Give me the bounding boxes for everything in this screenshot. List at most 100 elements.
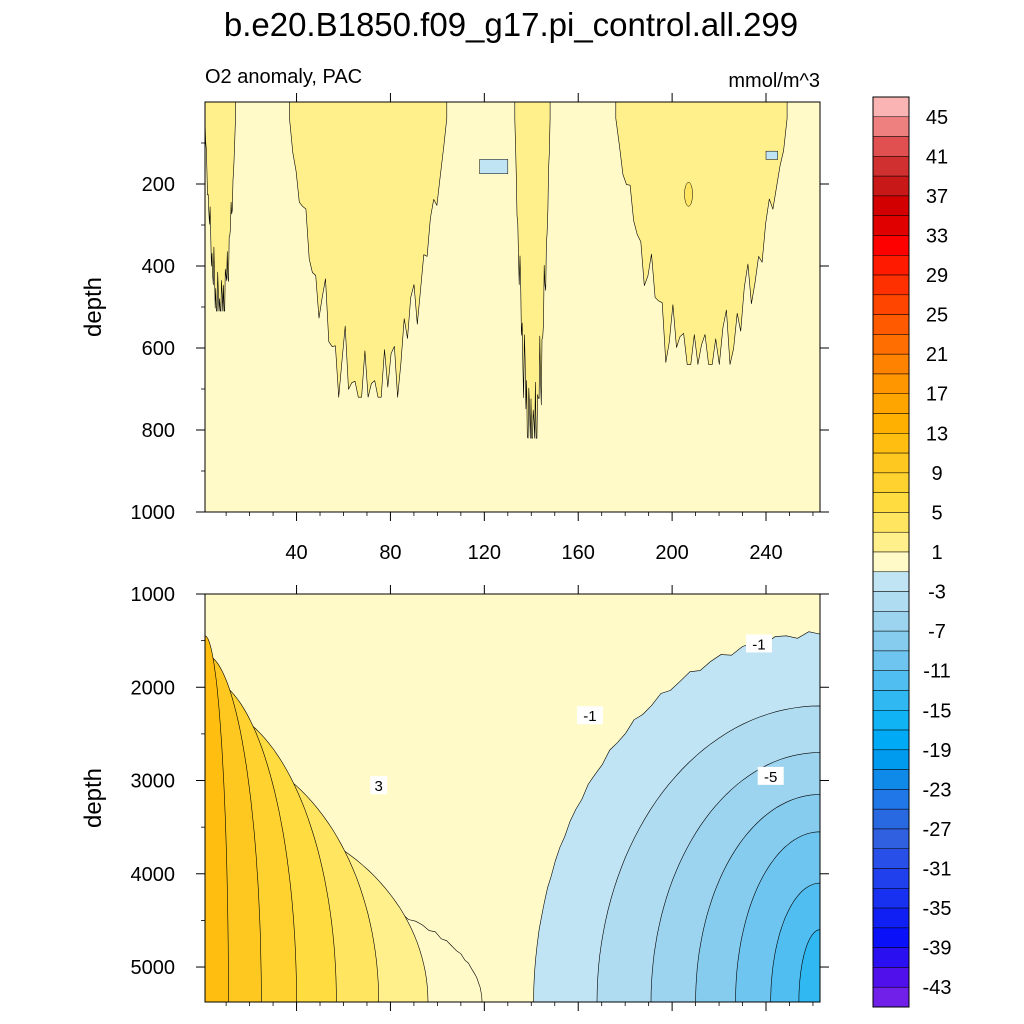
colorbar-swatch: [872, 452, 910, 474]
colorbar-swatch: [872, 611, 910, 632]
colorbar-tick-label: 13: [926, 423, 948, 445]
variable-label: O2 anomaly, PAC: [205, 66, 362, 88]
upper-x-tick-label: 200: [655, 542, 688, 564]
colorbar-tick-label: -43: [923, 977, 952, 999]
colorbar-tick-label: 5: [931, 502, 942, 524]
colorbar-swatch: [872, 670, 910, 691]
upper-y-tick-label: 800: [142, 420, 175, 442]
colorbar-swatch: [872, 512, 910, 533]
upper-x-tick-label: 40: [285, 542, 307, 564]
upper-negative-pocket-2: [765, 150, 778, 160]
contour-label-box: [745, 634, 772, 653]
colorbar-tick-label: -27: [923, 819, 952, 841]
upper-tongue-140: [514, 101, 551, 439]
upper-y-tick-label: 200: [142, 174, 175, 196]
colorbar-swatch: [872, 492, 910, 513]
upper-x-tick-label: 240: [749, 542, 782, 564]
lower-region-7: [204, 635, 229, 1003]
colorbar-frame: [872, 96, 910, 1008]
colorbar-swatch: [872, 630, 910, 652]
contour-label: 3: [375, 778, 383, 795]
upper-tongue-215: [615, 101, 788, 365]
colorbar-tick-label: -15: [923, 700, 952, 722]
upper-panel: 40 80 120 160 200 240 200 400 600 800 1000: [131, 93, 829, 564]
colorbar-swatch: [872, 729, 910, 751]
lower-frame: [204, 593, 821, 1003]
upper-x-tick-label: 80: [379, 542, 401, 564]
colorbar-swatch: [872, 868, 910, 889]
colorbar-tick-label: 45: [926, 107, 948, 129]
colorbar-swatch: [872, 848, 910, 869]
colorbar-swatch: [872, 828, 910, 849]
colorbar-swatch: [872, 472, 910, 493]
upper-y-tick-label: 1000: [131, 502, 176, 524]
contour-label-box: [370, 776, 388, 795]
colorbar-swatch: [872, 353, 910, 375]
colorbar-swatch: [872, 769, 910, 790]
colorbar-swatch: [872, 433, 910, 454]
colorbar-tick-label: 37: [926, 186, 948, 208]
colorbar-swatch: [872, 967, 910, 988]
colorbar-swatch: [872, 314, 910, 335]
colorbar-swatch: [872, 986, 910, 1008]
colorbar-swatch: [872, 907, 910, 929]
colorbar-tick-label: -31: [923, 859, 952, 881]
colorbar-swatch: [872, 116, 910, 137]
contour-label-box: [757, 766, 784, 785]
lower-y-tick-label: 5000: [131, 957, 176, 979]
colorbar-tick-label: -39: [923, 938, 952, 960]
contour-label-box: [576, 706, 603, 725]
upper-anomaly-spot: [684, 182, 693, 207]
colorbar-swatch: [872, 690, 910, 711]
colorbar-tick-label: 1: [931, 542, 942, 564]
colorbar-swatch: [872, 136, 910, 157]
colorbar-swatch: [872, 96, 910, 118]
colorbar-tick-label: 29: [926, 265, 948, 287]
colorbar-swatch: [872, 808, 910, 830]
colorbar-swatch: [872, 175, 910, 197]
chart-title: b.e20.B1850.f09_g17.pi_control.all.299: [224, 6, 798, 43]
colorbar-swatch: [872, 373, 910, 394]
colorbar-tick-label: 41: [926, 146, 948, 168]
lower-region-14: [798, 929, 821, 1003]
colorbar-tick-label: -3: [928, 582, 946, 604]
colorbar-tick-label: 9: [931, 463, 942, 485]
colorbar-tick-label: -19: [923, 740, 952, 762]
colorbar-swatch: [872, 927, 910, 948]
colorbar-swatch: [872, 215, 910, 236]
colorbar-swatch: [872, 334, 910, 355]
upper-y-tick-label: 400: [142, 256, 175, 278]
upper-x-tick-label: 160: [562, 542, 595, 564]
colorbar-swatch: [872, 789, 910, 810]
contour-label: -1: [583, 708, 596, 725]
colorbar-tick-label: -11: [923, 661, 950, 683]
upper-negative-pocket-1: [479, 159, 509, 174]
contour-label: -1: [752, 636, 765, 653]
lower-y-tick-label: 3000: [131, 771, 176, 793]
colorbar-swatch: [872, 531, 910, 553]
lower-y-tick-label: 1000: [131, 584, 176, 606]
colorbar-swatch: [872, 571, 910, 592]
lower-y-axis-label: depth: [80, 768, 107, 828]
colorbar-swatch: [872, 888, 910, 909]
colorbar-swatch: [872, 393, 910, 414]
colorbar-swatch: [872, 274, 910, 296]
colorbar-tick-label: 25: [926, 305, 948, 327]
colorbar-swatch: [872, 195, 910, 216]
colorbar-swatch: [872, 551, 910, 573]
colorbar-swatch: [872, 294, 910, 315]
upper-y-tick-label: 600: [142, 338, 175, 360]
colorbar-swatch: [872, 156, 910, 177]
colorbar-swatch: [872, 650, 910, 671]
colorbar-swatch: [872, 413, 910, 434]
contour-label: -5: [764, 769, 777, 786]
upper-tongue-west: [204, 101, 236, 312]
upper-x-tick-label: 120: [468, 542, 501, 564]
colorbar: 45 41 37 33 29 25 21 17 13 9 5 1 -3 -7 -11 -15 -19 -23 -27…: [872, 96, 952, 1008]
upper-tongue-80: [289, 101, 448, 398]
lower-y-tick-label: 4000: [131, 864, 176, 886]
colorbar-swatch: [872, 710, 910, 731]
colorbar-tick-label: -7: [928, 621, 946, 643]
units-label: mmol/m^3: [728, 70, 820, 92]
